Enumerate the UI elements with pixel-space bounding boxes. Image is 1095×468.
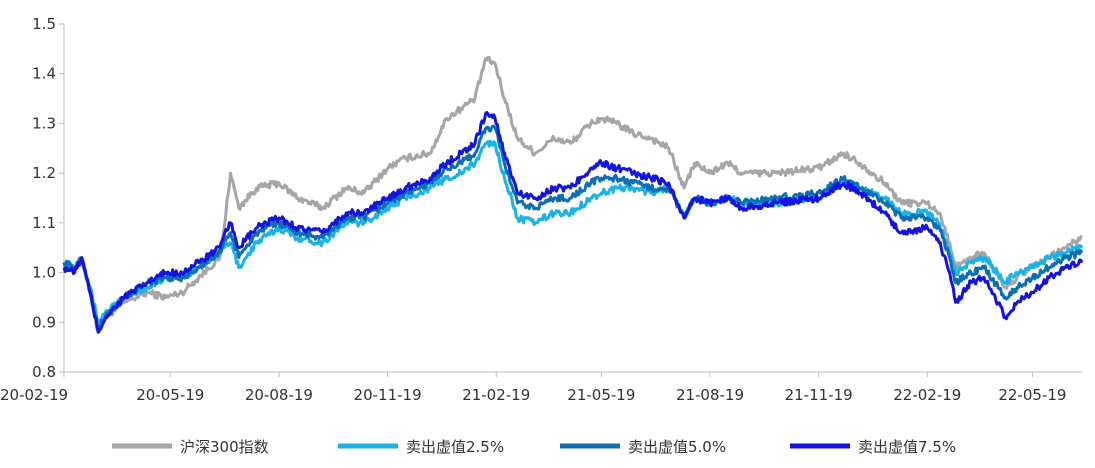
legend-label-1: 沪深300指数	[180, 438, 269, 456]
y-tick-label: 1.5	[32, 15, 56, 33]
legend-label-2: 卖出虚值2.5%	[406, 438, 504, 456]
series-layer	[62, 55, 1084, 334]
y-tick-label: 1.2	[32, 164, 56, 182]
y-axis: 0.8 0.9 1.0 1.1 1.2 1.3 1.4 1.5	[32, 15, 65, 381]
x-tick-label: 20-05-19	[136, 386, 204, 404]
series-line-4	[62, 110, 1084, 334]
legend-label-3: 卖出虚值5.0%	[628, 438, 726, 456]
x-tick-label: 22-05-19	[998, 386, 1066, 404]
x-tick-label: 21-05-19	[567, 386, 635, 404]
series-line-3	[62, 124, 1084, 329]
x-tick-label: 20-11-19	[354, 386, 422, 404]
x-tick-label: 20-02-19	[0, 386, 68, 404]
y-tick-label: 0.8	[32, 363, 56, 381]
series-line-1	[62, 55, 1083, 334]
x-tick-label: 21-11-19	[785, 386, 853, 404]
x-tick-label: 21-02-19	[462, 386, 530, 404]
y-tick-label: 1.3	[32, 114, 56, 132]
legend: 沪深300指数 卖出虚值2.5% 卖出虚值5.0% 卖出虚值7.5%	[112, 438, 956, 456]
y-tick-label: 1.4	[32, 65, 56, 83]
x-tick-label: 22-02-19	[893, 386, 961, 404]
x-tick-label: 20-08-19	[245, 386, 313, 404]
legend-label-4: 卖出虚值7.5%	[858, 438, 956, 456]
y-tick-label: 1.0	[32, 264, 56, 282]
x-axis: 20-02-19 20-05-19 20-08-19 20-11-19 21-02-19…	[0, 371, 1082, 404]
y-tick-label: 1.1	[32, 214, 56, 232]
y-tick-label: 0.9	[32, 313, 56, 331]
x-tick-label: 21-08-19	[676, 386, 744, 404]
